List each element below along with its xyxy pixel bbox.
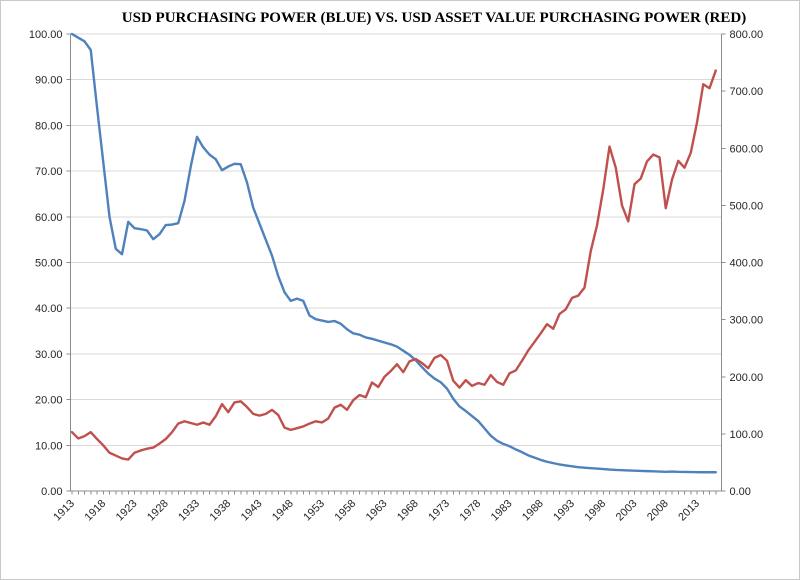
x-axis-tick-label: 1923 [114, 498, 140, 524]
x-axis-tick-label: 2008 [645, 498, 671, 524]
left-axis-tick-label: 80.00 [35, 120, 63, 132]
x-axis-tick-label: 1943 [239, 498, 265, 524]
x-axis-tick-label: 1998 [583, 498, 609, 524]
x-axis-tick-label: 1978 [458, 498, 484, 524]
x-axis-tick-label: 2003 [614, 498, 640, 524]
right-axis-tick-label: 100.00 [730, 429, 764, 441]
left-axis-tick-label: 70.00 [35, 166, 63, 178]
left-axis-tick-label: 0.00 [41, 486, 62, 498]
left-axis-tick-label: 50.00 [35, 258, 63, 270]
left-axis-tick-label: 90.00 [35, 75, 63, 87]
x-axis-tick-label: 1938 [208, 498, 234, 524]
right-axis-tick-label: 300.00 [730, 315, 764, 327]
x-axis-tick-label: 1988 [520, 498, 546, 524]
x-axis-tick-label: 1973 [426, 498, 452, 524]
left-axis-tick-label: 100.00 [29, 29, 63, 41]
left-axis-tick-label: 10.00 [35, 440, 63, 452]
x-axis-tick-label: 1948 [270, 498, 296, 524]
right-axis-tick-label: 200.00 [730, 372, 764, 384]
series-lines [70, 32, 717, 474]
axis-labels: 0.00 10.00 20.00 30.00 40.00 50.00 60.00 70.00 8… [29, 29, 763, 523]
x-axis-tick-label: 1953 [301, 498, 327, 524]
right-axis-tick-label: 700.00 [730, 86, 764, 98]
x-axis-tick-label: 1933 [176, 498, 202, 524]
x-axis-tick-label: 1928 [145, 498, 171, 524]
left-axis-tick-label: 30.00 [35, 349, 63, 361]
x-axis-tick-label: 1983 [489, 498, 515, 524]
x-axis-tick-label: 1913 [51, 498, 77, 524]
x-axis-tick-label: 1958 [333, 498, 359, 524]
x-axis-tick-label: 1918 [83, 498, 109, 524]
right-axis-tick-label: 500.00 [730, 200, 764, 212]
x-axis-tick-label: 1968 [395, 498, 421, 524]
x-axis-tick-label: 2013 [676, 498, 702, 524]
right-axis-tick-label: 800.00 [730, 29, 764, 41]
left-axis-tick-label: 40.00 [35, 303, 63, 315]
right-axis-tick-label: 0.00 [730, 486, 751, 498]
left-axis-tick-label: 60.00 [35, 212, 63, 224]
gridlines [70, 33, 722, 446]
red-series-line [70, 69, 717, 461]
axis-ticks [66, 33, 726, 495]
x-axis-tick-label: 1963 [364, 498, 390, 524]
right-axis-tick-label: 600.00 [730, 143, 764, 155]
x-axis-tick-label: 1993 [551, 498, 577, 524]
left-axis-tick-label: 20.00 [35, 395, 63, 407]
chart-title: USD PURCHASING POWER (BLUE) VS. USD ASSE… [122, 10, 746, 26]
right-axis-tick-label: 400.00 [730, 258, 764, 270]
blue-series-line [70, 32, 717, 474]
